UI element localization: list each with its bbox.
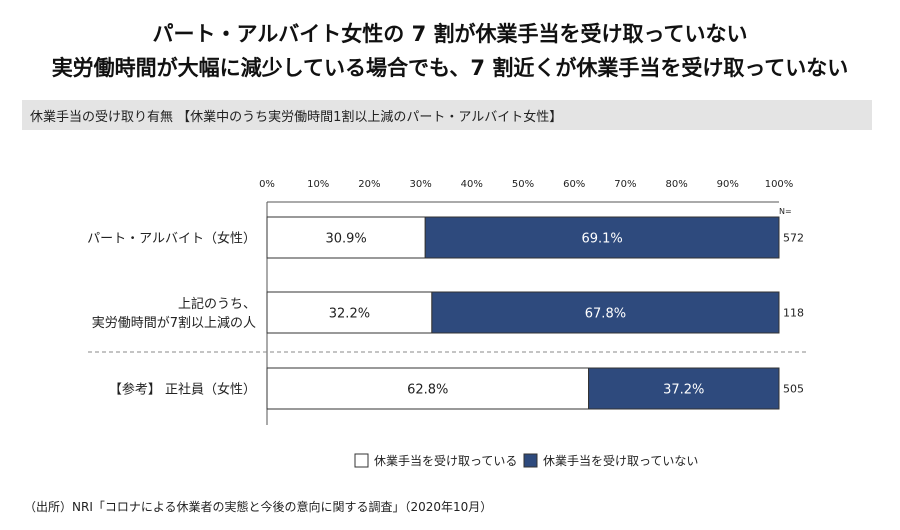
x-tick-label: 30% xyxy=(409,179,431,190)
subtitle: 休業手当の受け取り有無 【休業中のうち実労働時間1割以上減のパート・アルバイト女… xyxy=(30,110,563,125)
x-tick-label: 20% xyxy=(358,179,380,190)
legend-label: 休業手当を受け取っていない xyxy=(543,454,698,468)
bar-segment xyxy=(431,291,780,334)
category-label: パート・アルバイト（女性） xyxy=(87,231,256,247)
data-label: 69.1% xyxy=(581,232,622,247)
data-label: 62.8% xyxy=(407,383,448,398)
data-label: 37.2% xyxy=(663,383,704,398)
source-note: （出所）NRI「コロナによる休業者の実態と今後の意向に関する調査」（2020年1… xyxy=(24,500,493,514)
n-value: 572 xyxy=(783,232,804,245)
x-tick-label: 70% xyxy=(614,179,636,190)
n-header: N= xyxy=(779,207,792,216)
category-label: 【参考】 正社員（女性） xyxy=(109,382,256,398)
data-label: 67.8% xyxy=(585,307,626,322)
legend-label: 休業手当を受け取っている xyxy=(374,454,517,468)
x-tick-label: 10% xyxy=(307,179,329,190)
bar-segment xyxy=(588,367,780,410)
title-line-2: 実労働時間が大幅に減少している場合でも、7 割近くが休業手当を受け取っていない xyxy=(51,56,849,80)
subtitle-bar: 休業手当の受け取り有無 【休業中のうち実労働時間1割以上減のパート・アルバイト女… xyxy=(22,100,872,130)
title-line-1: パート・アルバイト女性の 7 割が休業手当を受け取っていない xyxy=(152,22,748,46)
bar-segment xyxy=(424,216,780,259)
bar-segment xyxy=(266,216,426,259)
n-value: 505 xyxy=(783,383,804,396)
x-tick-label: 40% xyxy=(461,179,483,190)
x-tick-label: 100% xyxy=(765,179,794,190)
category-label: 実労働時間が7割以上減の人 xyxy=(92,315,256,331)
bar-segment xyxy=(266,291,433,334)
x-tick-label: 60% xyxy=(563,179,585,190)
data-label: 30.9% xyxy=(325,232,366,247)
x-tick-label: 80% xyxy=(665,179,687,190)
data-label: 32.2% xyxy=(329,307,370,322)
n-value: 118 xyxy=(783,307,804,320)
category-label: 上記のうち、 xyxy=(178,296,256,312)
x-tick-label: 90% xyxy=(717,179,739,190)
legend-swatch xyxy=(354,453,369,468)
x-tick-label: 0% xyxy=(259,179,275,190)
x-tick-label: 50% xyxy=(512,179,534,190)
legend-swatch xyxy=(523,453,538,468)
